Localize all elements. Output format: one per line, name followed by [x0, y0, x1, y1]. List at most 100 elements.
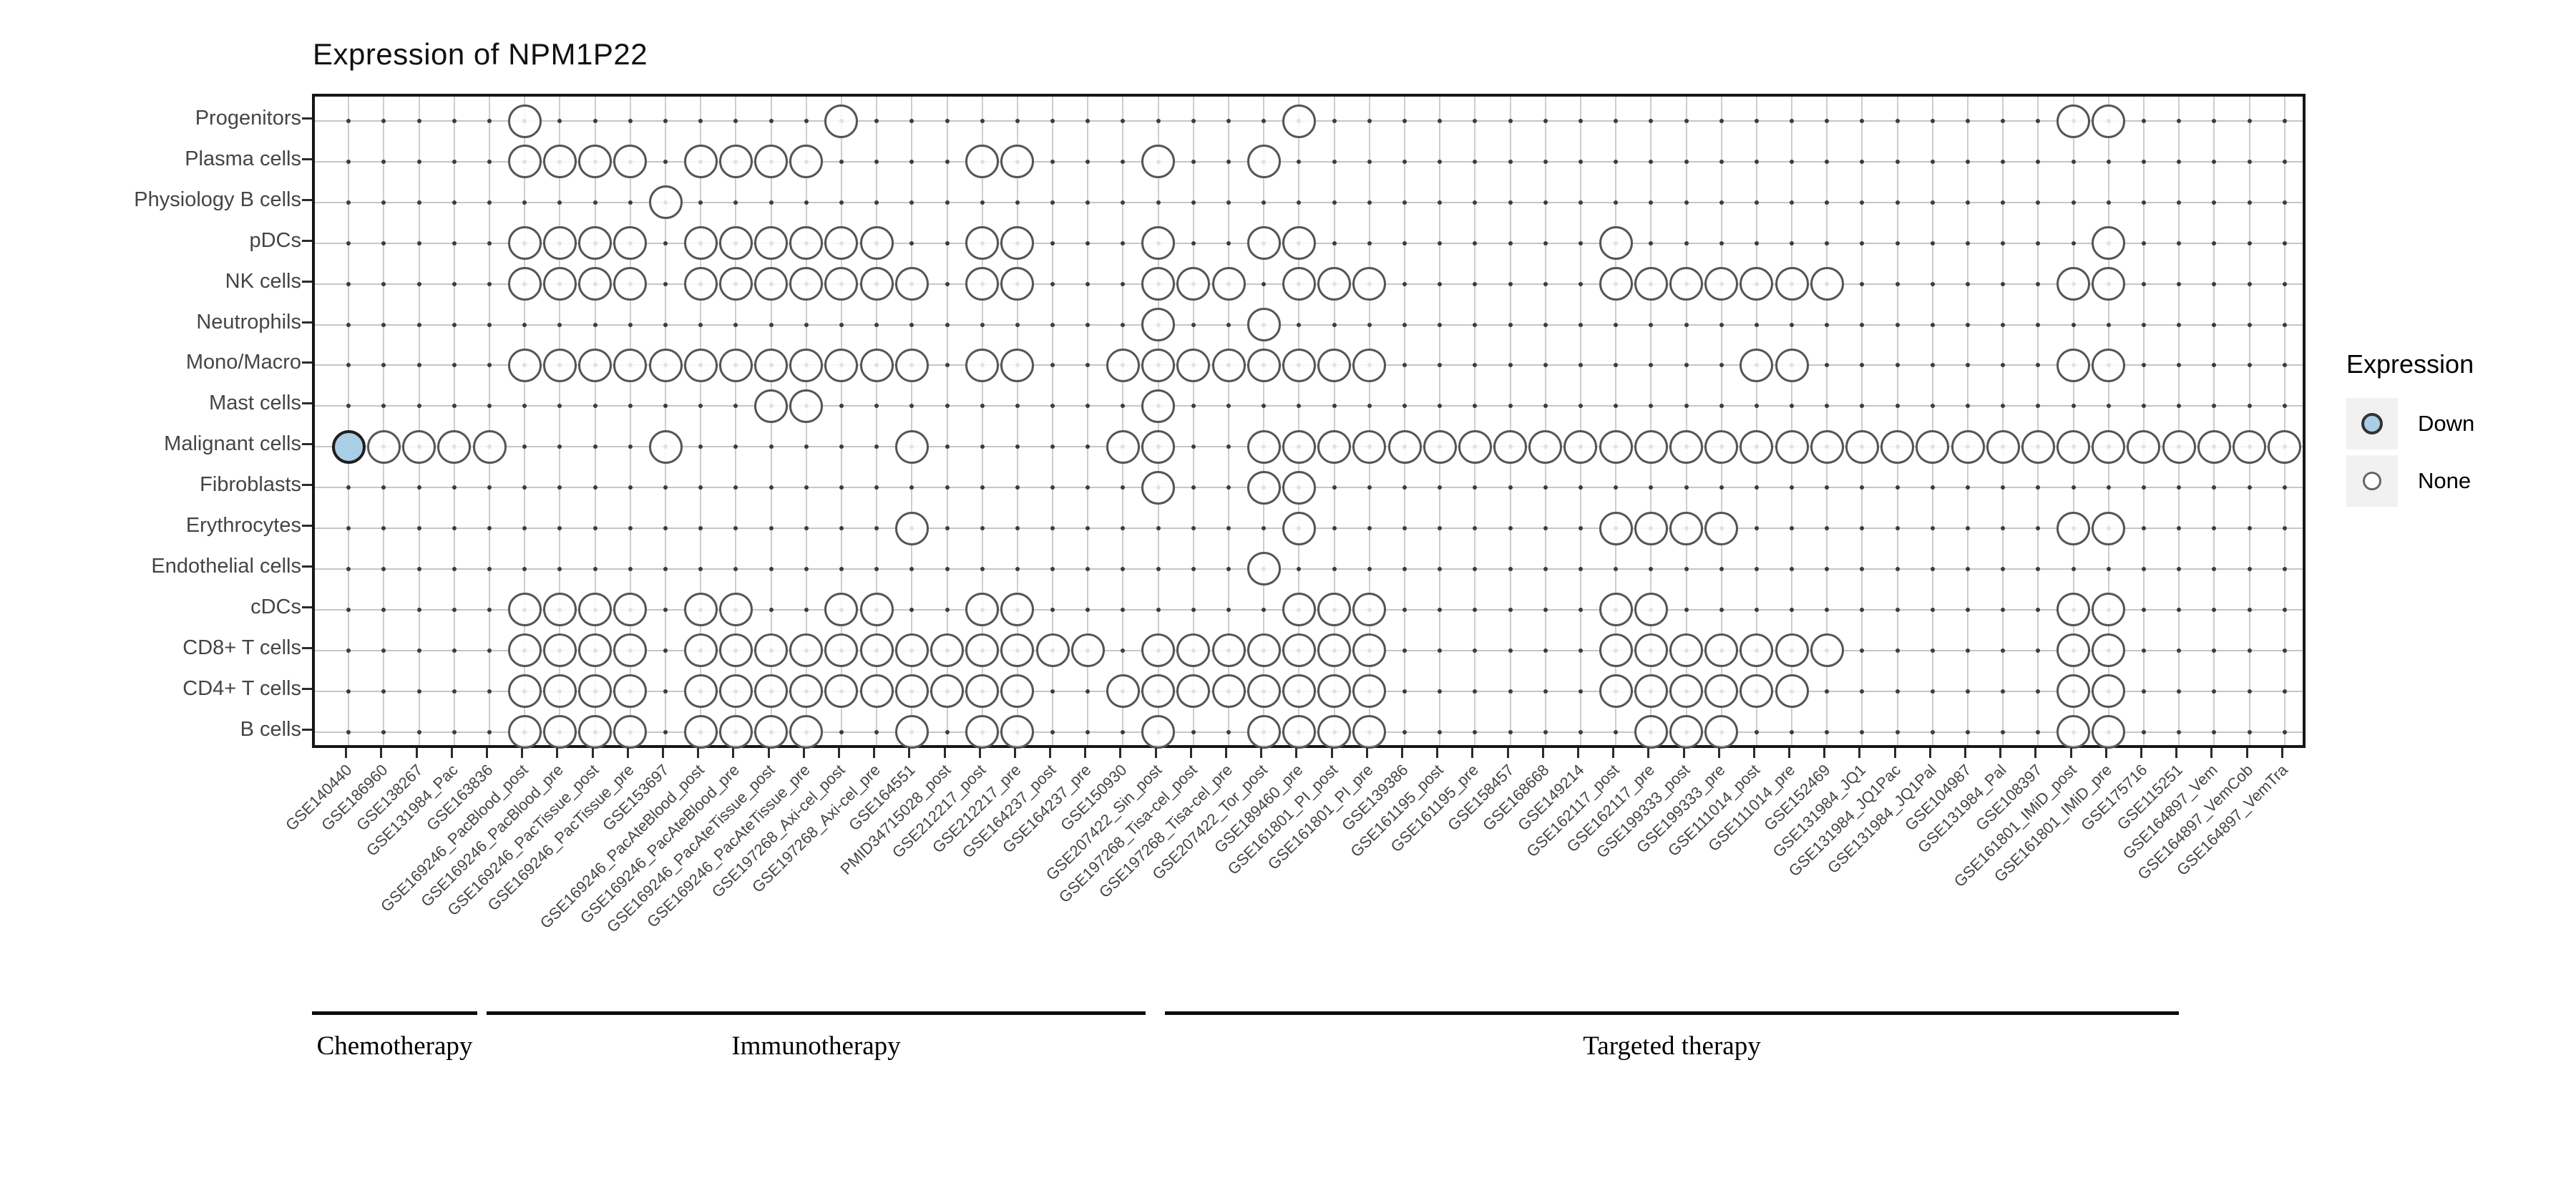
expression-dot-none: [1951, 429, 1985, 464]
expression-dot-none: [1070, 633, 1105, 668]
grid-intersection-dot: [769, 485, 774, 490]
grid-intersection-dot: [592, 485, 597, 490]
grid-intersection-dot: [592, 404, 597, 409]
grid-intersection-dot: [381, 159, 386, 164]
grid-intersection-dot: [1191, 119, 1196, 123]
expression-dot-none: [1282, 104, 1316, 138]
grid-intersection-dot: [487, 607, 492, 612]
x-axis-tick: [2210, 748, 2213, 758]
expression-dot-none: [2092, 511, 2126, 545]
grid-intersection-dot: [1402, 240, 1407, 246]
grid-intersection-dot: [2282, 485, 2287, 490]
grid-intersection-dot: [1402, 485, 1407, 490]
grid-intersection-dot: [874, 485, 879, 490]
expression-dot-none: [965, 674, 1000, 709]
grid-intersection-dot: [2212, 363, 2217, 368]
x-axis-tick: [1682, 748, 1685, 758]
grid-intersection-dot: [1508, 159, 1513, 164]
x-axis-tick: [1225, 748, 1228, 758]
grid-intersection-dot: [1191, 322, 1196, 327]
grid-intersection-dot: [2141, 607, 2146, 612]
grid-intersection-dot: [1085, 485, 1091, 490]
y-axis-tick: [302, 443, 312, 446]
expression-dot-none: [1775, 633, 1809, 668]
expression-dot-none: [754, 633, 789, 668]
grid-row-line: [315, 568, 2303, 570]
expression-dot-none: [613, 633, 648, 668]
expression-dot-none: [754, 145, 789, 179]
grid-intersection-dot: [1895, 240, 1900, 246]
grid-intersection-dot: [769, 322, 774, 327]
grid-intersection-dot: [1438, 729, 1443, 734]
expression-dot-none: [1282, 267, 1316, 301]
grid-intersection-dot: [1543, 363, 1548, 368]
expression-dot-none: [1704, 633, 1739, 668]
expression-dot-none: [1317, 674, 1352, 709]
grid-intersection-dot: [381, 363, 386, 368]
grid-intersection-dot: [2036, 404, 2041, 409]
grid-intersection-dot: [2071, 159, 2076, 164]
expression-dot-none: [542, 267, 577, 301]
grid-intersection-dot: [2036, 526, 2041, 530]
grid-intersection-dot: [1121, 485, 1126, 490]
grid-intersection-dot: [1402, 119, 1407, 123]
grid-intersection-dot: [1966, 240, 1971, 246]
grid-col-line: [1228, 97, 1230, 745]
grid-intersection-dot: [1050, 485, 1055, 490]
expression-dot-none: [542, 715, 577, 749]
grid-intersection-dot: [2212, 404, 2217, 409]
grid-intersection-dot: [2001, 322, 2006, 327]
grid-intersection-dot: [1754, 404, 1759, 409]
x-axis-tick: [1506, 748, 1509, 758]
expression-dot-none: [1317, 633, 1352, 668]
none-circle-icon: [2363, 472, 2381, 490]
y-axis-tick: [302, 728, 312, 731]
grid-intersection-dot: [2071, 566, 2076, 571]
expression-dot-none: [613, 348, 648, 382]
expression-dot-none: [1141, 267, 1176, 301]
grid-intersection-dot: [2282, 281, 2287, 286]
expression-dot-none: [648, 429, 683, 464]
grid-intersection-dot: [1578, 648, 1583, 653]
plot-panel: [312, 94, 2306, 749]
x-axis-tick: [2034, 748, 2037, 758]
grid-intersection-dot: [1402, 200, 1407, 205]
grid-intersection-dot: [1121, 729, 1126, 734]
grid-intersection-dot: [663, 485, 668, 490]
expression-dot-none: [578, 267, 613, 301]
expression-dot-none: [1810, 429, 1844, 464]
grid-intersection-dot: [1085, 526, 1091, 530]
grid-intersection-dot: [698, 322, 703, 327]
grid-col-line: [1333, 97, 1335, 745]
grid-intersection-dot: [1332, 526, 1337, 530]
grid-intersection-dot: [628, 485, 633, 490]
grid-intersection-dot: [1930, 404, 1935, 409]
grid-intersection-dot: [2001, 404, 2006, 409]
grid-intersection-dot: [1402, 281, 1407, 286]
expression-dot-none: [1352, 348, 1387, 382]
down-circle-icon: [2361, 413, 2383, 434]
y-axis-label: Mast cells: [209, 392, 301, 415]
grid-intersection-dot: [1508, 607, 1513, 612]
grid-intersection-dot: [1121, 566, 1126, 571]
expression-dot-none: [1246, 633, 1281, 668]
grid-intersection-dot: [1508, 200, 1513, 205]
grid-intersection-dot: [592, 526, 597, 530]
grid-intersection-dot: [1649, 200, 1654, 205]
grid-intersection-dot: [416, 119, 421, 123]
grid-intersection-dot: [1473, 240, 1478, 246]
expression-dot-none: [1775, 674, 1809, 709]
grid-col-line: [2142, 97, 2145, 745]
expression-dot-none: [1317, 715, 1352, 749]
grid-intersection-dot: [2212, 689, 2217, 694]
grid-col-line: [2248, 97, 2250, 745]
expression-dot-none: [683, 145, 718, 179]
grid-intersection-dot: [874, 526, 879, 530]
grid-intersection-dot: [1719, 566, 1724, 571]
grid-intersection-dot: [1825, 689, 1830, 694]
expression-dot-none: [1141, 348, 1176, 382]
expression-dot-none: [2233, 429, 2267, 464]
grid-intersection-dot: [1719, 119, 1724, 123]
grid-intersection-dot: [628, 566, 633, 571]
grid-col-line: [1544, 97, 1546, 745]
